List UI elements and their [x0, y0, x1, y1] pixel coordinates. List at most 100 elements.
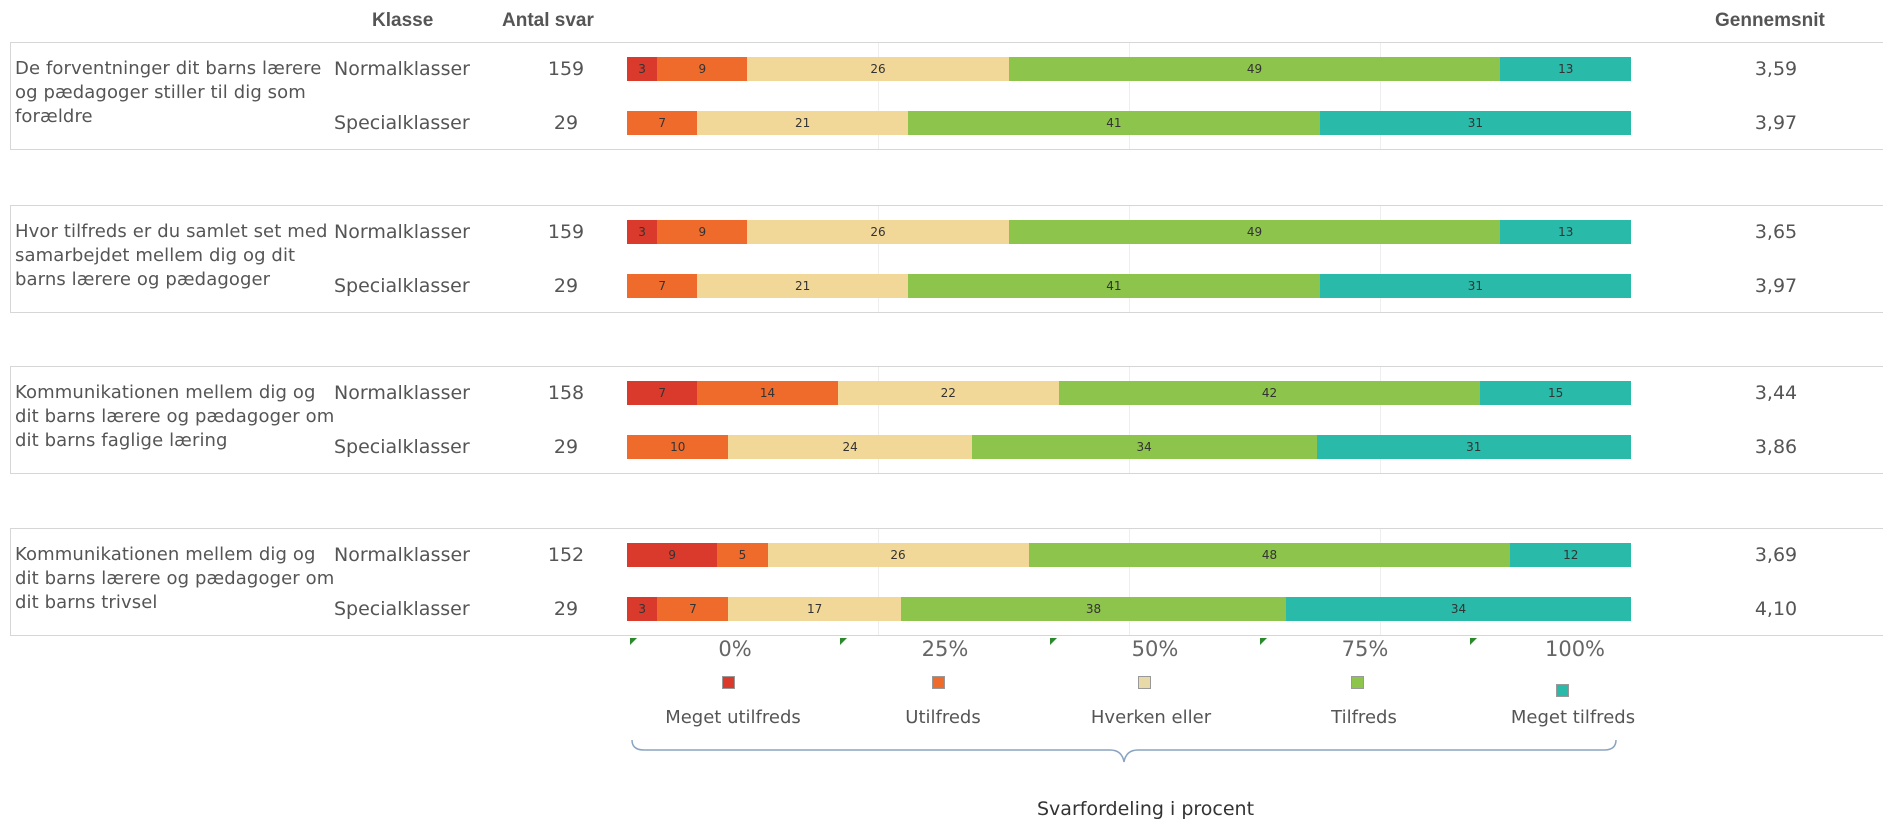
antal-svar-value: 29: [553, 598, 579, 620]
stacked-bar: 3 7 17 38 34: [627, 597, 1631, 621]
bar-segment: 10: [627, 435, 729, 459]
bar-segment: 9: [657, 220, 748, 244]
tick-mark: [630, 638, 637, 645]
tick-label: 25%: [921, 637, 969, 661]
bar-segment: 31: [1316, 435, 1631, 459]
bar-segment: 41: [908, 274, 1320, 298]
gennemsnit-value: 3,44: [1754, 382, 1798, 404]
klasse-label: Specialklasser: [334, 275, 470, 297]
header-gennemsnit: Gennemsnit: [1715, 10, 1825, 31]
klasse-label: Normalklasser: [334, 544, 470, 566]
bar-segment: 13: [1500, 57, 1631, 81]
klasse-label: Specialklasser: [334, 436, 470, 458]
legend-swatch: [1556, 684, 1569, 697]
tick-mark: [1260, 638, 1267, 645]
gridline: [878, 206, 879, 312]
bar-segment: 9: [627, 543, 718, 567]
bar-segment: 31: [1319, 111, 1631, 135]
legend-brace: [631, 739, 1617, 763]
bar-segment: 13: [1500, 220, 1631, 244]
antal-svar-value: 158: [547, 382, 585, 404]
legend-label: Tilfreds: [1331, 707, 1397, 728]
question-label: Kommunikationen mellem dig og dit barns …: [15, 382, 335, 451]
header-klasse: Klasse: [372, 10, 434, 31]
tick-mark: [1050, 638, 1057, 645]
question-group: Kommunikationen mellem dig og dit barns …: [10, 366, 1883, 474]
gridline: [1380, 529, 1381, 635]
bar-segment: 22: [837, 381, 1059, 405]
tick-mark: [840, 638, 847, 645]
legend-swatch: [722, 676, 735, 689]
question-group: De forventninger dit barns lærere og pæd…: [10, 42, 1883, 150]
gridline: [878, 529, 879, 635]
tick-mark: [1470, 638, 1477, 645]
legend-swatch: [932, 676, 945, 689]
bar-segment: 21: [697, 274, 909, 298]
bar-segment: 14: [697, 381, 838, 405]
bar-segment: 7: [627, 274, 698, 298]
bar-segment: 34: [971, 435, 1317, 459]
klasse-label: Specialklasser: [334, 112, 470, 134]
x-axis-title: Svarfordeling i procent: [1037, 798, 1255, 820]
bar-segment: 5: [717, 543, 768, 567]
legend-swatch: [1138, 676, 1151, 689]
gridline: [878, 367, 879, 473]
legend-label: Meget tilfreds: [1510, 707, 1636, 728]
bar-segment: 31: [1319, 274, 1631, 298]
klasse-label: Normalklasser: [334, 58, 470, 80]
antal-svar-value: 159: [547, 221, 585, 243]
gennemsnit-value: 3,59: [1754, 58, 1798, 80]
gennemsnit-value: 3,97: [1754, 112, 1798, 134]
bar-segment: 7: [627, 381, 698, 405]
gennemsnit-value: 3,86: [1754, 436, 1798, 458]
gennemsnit-value: 3,69: [1754, 544, 1798, 566]
gridline: [1129, 529, 1130, 635]
gridline: [1129, 43, 1130, 149]
question-label: De forventninger dit barns lærere og pæd…: [15, 58, 322, 127]
bar-segment: 12: [1510, 543, 1631, 567]
gridline: [1380, 43, 1381, 149]
tick-label: 100%: [1544, 637, 1606, 661]
bar-segment: 9: [657, 57, 748, 81]
bar-segment: 48: [1028, 543, 1511, 567]
tick-label: 50%: [1131, 637, 1179, 661]
bar-segment: 7: [627, 111, 698, 135]
gennemsnit-value: 4,10: [1754, 598, 1798, 620]
question-group: Hvor tilfreds er du samlet set med samar…: [10, 205, 1883, 313]
legend-swatch: [1351, 676, 1364, 689]
klasse-label: Normalklasser: [334, 221, 470, 243]
bar-segment: 3: [627, 597, 658, 621]
gennemsnit-value: 3,65: [1754, 221, 1798, 243]
bar-segment: 34: [1286, 597, 1631, 621]
stacked-bar: 3 9 26 49 13: [627, 57, 1631, 81]
antal-svar-value: 152: [547, 544, 585, 566]
gennemsnit-value: 3,97: [1754, 275, 1798, 297]
stacked-bar: 10 24 34 31: [627, 435, 1631, 459]
bar-segment: 21: [697, 111, 909, 135]
tick-label: 75%: [1341, 637, 1389, 661]
legend-label: Hverken eller: [1090, 707, 1212, 728]
bar-segment: 15: [1480, 381, 1631, 405]
legend-label: Utilfreds: [905, 707, 981, 728]
stacked-bar: 7 21 41 31: [627, 111, 1631, 135]
antal-svar-value: 159: [547, 58, 585, 80]
stacked-bar: 7 21 41 31: [627, 274, 1631, 298]
stacked-bar: 7 14 22 42 15: [627, 381, 1631, 405]
bar-segment: 49: [1008, 57, 1501, 81]
bar-segment: 3: [627, 220, 658, 244]
bar-segment: 17: [728, 597, 901, 621]
gridline: [1380, 206, 1381, 312]
bar-segment: 38: [900, 597, 1287, 621]
stacked-bar: 3 9 26 49 13: [627, 220, 1631, 244]
bar-segment: 24: [728, 435, 972, 459]
header-antal-svar: Antal svar: [502, 10, 594, 31]
question-group: Kommunikationen mellem dig og dit barns …: [10, 528, 1883, 636]
tick-label: 0%: [718, 637, 752, 661]
legend-label: Meget utilfreds: [665, 707, 801, 728]
question-label: Kommunikationen mellem dig og dit barns …: [15, 544, 335, 613]
question-label: Hvor tilfreds er du samlet set med samar…: [15, 221, 328, 290]
bar-segment: 26: [747, 220, 1009, 244]
bar-segment: 7: [657, 597, 729, 621]
klasse-label: Normalklasser: [334, 382, 470, 404]
antal-svar-value: 29: [553, 275, 579, 297]
